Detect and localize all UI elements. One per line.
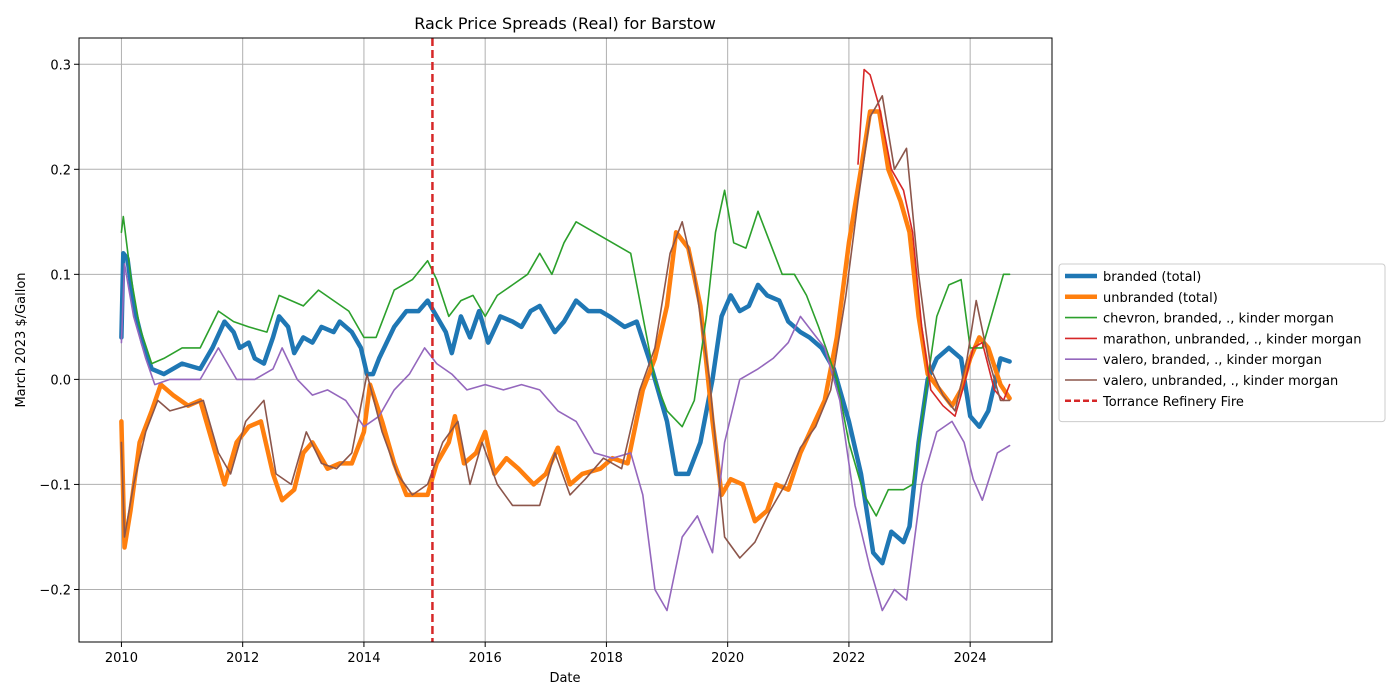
legend-label: Torrance Refinery Fire	[1102, 395, 1244, 410]
legend-label: chevron, branded, ., kinder morgan	[1103, 312, 1334, 327]
series-line-5	[120, 95, 1011, 559]
legend-label: valero, branded, ., kinder morgan	[1103, 353, 1322, 368]
y-tick-label: −0.2	[39, 583, 71, 598]
legend-label: marathon, unbranded, ., kinder morgan	[1103, 332, 1361, 347]
x-tick-label: 2014	[347, 651, 380, 666]
legend-box	[1058, 263, 1386, 423]
x-axis-ticks: 2010 2012 2014 2016 2018 2020 2022 2024	[105, 642, 987, 666]
series-line-1	[119, 109, 1012, 550]
legend-label: valero, unbranded, ., kinder morgan	[1103, 374, 1338, 389]
y-tick-label: 0.3	[50, 58, 71, 73]
legend-label: branded (total)	[1103, 270, 1201, 285]
plot-frame	[78, 37, 1053, 643]
plot-area	[79, 38, 1052, 642]
legend: branded (total) unbranded (total) chevron,…	[1058, 263, 1386, 423]
x-axis-label: Date	[549, 671, 580, 686]
y-tick-label: 0.2	[50, 163, 71, 178]
y-axis-ticks: −0.2 −0.1 0.0 0.1 0.2 0.3	[39, 58, 79, 598]
x-tick-label: 2022	[832, 651, 865, 666]
x-tick-label: 2016	[469, 651, 502, 666]
x-tick-label: 2020	[711, 651, 744, 666]
series-lines	[119, 68, 1012, 612]
series-line-2	[120, 189, 1011, 517]
y-tick-label: 0.1	[50, 268, 71, 283]
y-tick-label: −0.1	[39, 478, 71, 493]
x-tick-label: 2010	[105, 651, 138, 666]
y-axis-label: March 2023 $/Gallon	[14, 272, 29, 407]
series-line-0	[119, 251, 1012, 566]
y-tick-label: 0.0	[50, 373, 71, 388]
x-tick-label: 2018	[590, 651, 623, 666]
legend-label: unbranded (total)	[1103, 291, 1218, 306]
x-tick-label: 2012	[226, 651, 259, 666]
x-tick-label: 2024	[954, 651, 987, 666]
series-line-4	[120, 263, 1011, 612]
series-line-3	[857, 68, 1011, 417]
chart-title: Rack Price Spreads (Real) for Barstow	[414, 14, 716, 33]
